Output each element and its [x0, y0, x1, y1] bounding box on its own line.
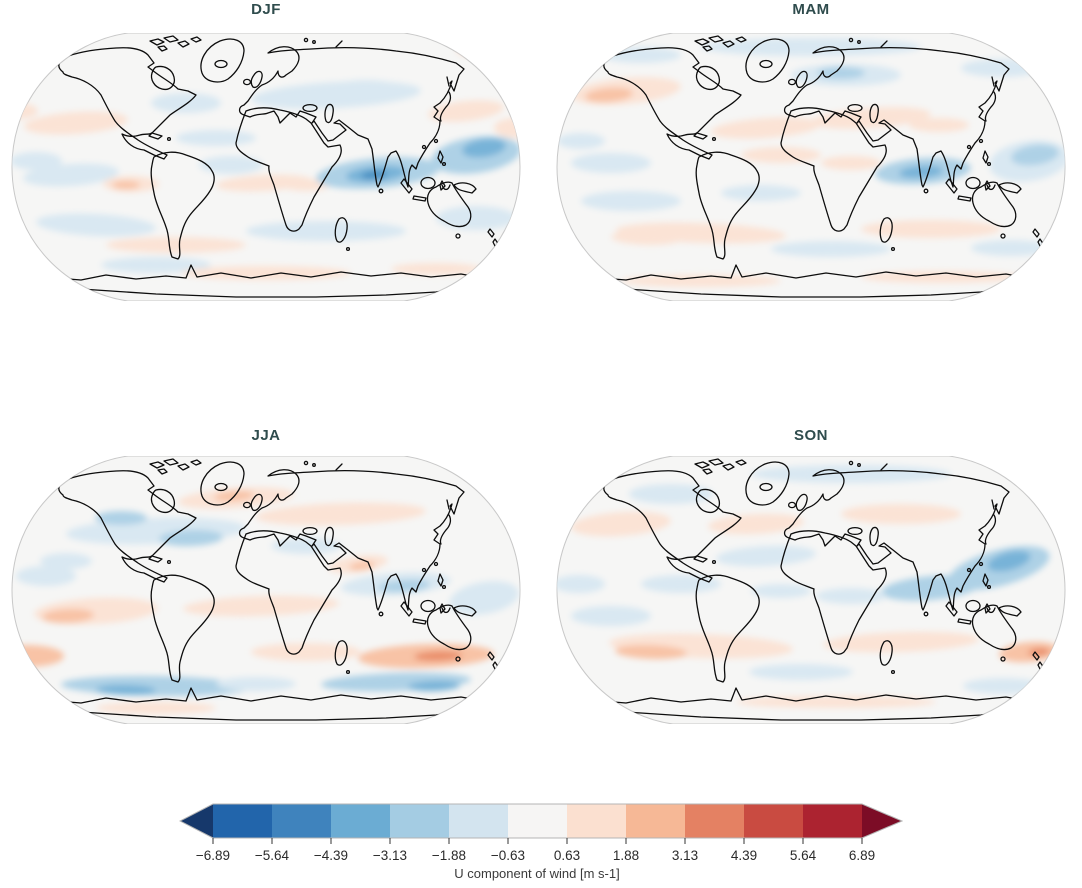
anomaly-field: [557, 465, 1059, 708]
colorbar-axis-label: U component of wind [m s-1]: [454, 866, 619, 881]
svg-text:0.63: 0.63: [554, 848, 580, 863]
svg-text:5.64: 5.64: [790, 848, 817, 863]
map-panel-mam: [551, 33, 1071, 301]
svg-text:4.39: 4.39: [731, 848, 757, 863]
svg-text:−3.13: −3.13: [373, 848, 407, 863]
map-son: [556, 456, 1066, 724]
panel-title-son: SON: [793, 427, 828, 444]
map-panel-jja: [6, 456, 526, 724]
svg-text:−1.88: −1.88: [432, 848, 466, 863]
colorbar-ticks: [212, 838, 863, 844]
map-panel-son: [551, 456, 1071, 724]
svg-text:−5.64: −5.64: [255, 848, 290, 863]
map-jja: [11, 456, 521, 724]
colorbar-tick-labels: −6.89 −5.64 −4.39 −3.13 −1.88 −0.63 0.63 1.88 3.…: [196, 848, 875, 863]
panel-title-mam: MAM: [792, 1, 830, 18]
colorbar-svg: −6.89 −5.64 −4.39 −3.13 −1.88 −0.63 0.63 1.88 3.…: [178, 803, 904, 881]
svg-text:−0.63: −0.63: [491, 848, 525, 863]
colorbar-cells: [180, 804, 902, 838]
map-mam: [556, 33, 1066, 301]
panel-title-jja: JJA: [251, 427, 281, 444]
svg-text:3.13: 3.13: [672, 848, 698, 863]
map-djf: [11, 33, 521, 301]
map-panel-djf: [6, 33, 526, 301]
panel-title-djf: DJF: [251, 1, 281, 18]
svg-text:−6.89: −6.89: [196, 848, 230, 863]
svg-text:−4.39: −4.39: [314, 848, 348, 863]
colorbar: −6.89 −5.64 −4.39 −3.13 −1.88 −0.63 0.63 1.88 3.…: [178, 801, 904, 883]
anomaly-field: [12, 45, 520, 280]
svg-text:1.88: 1.88: [613, 848, 639, 863]
svg-text:6.89: 6.89: [849, 848, 875, 863]
